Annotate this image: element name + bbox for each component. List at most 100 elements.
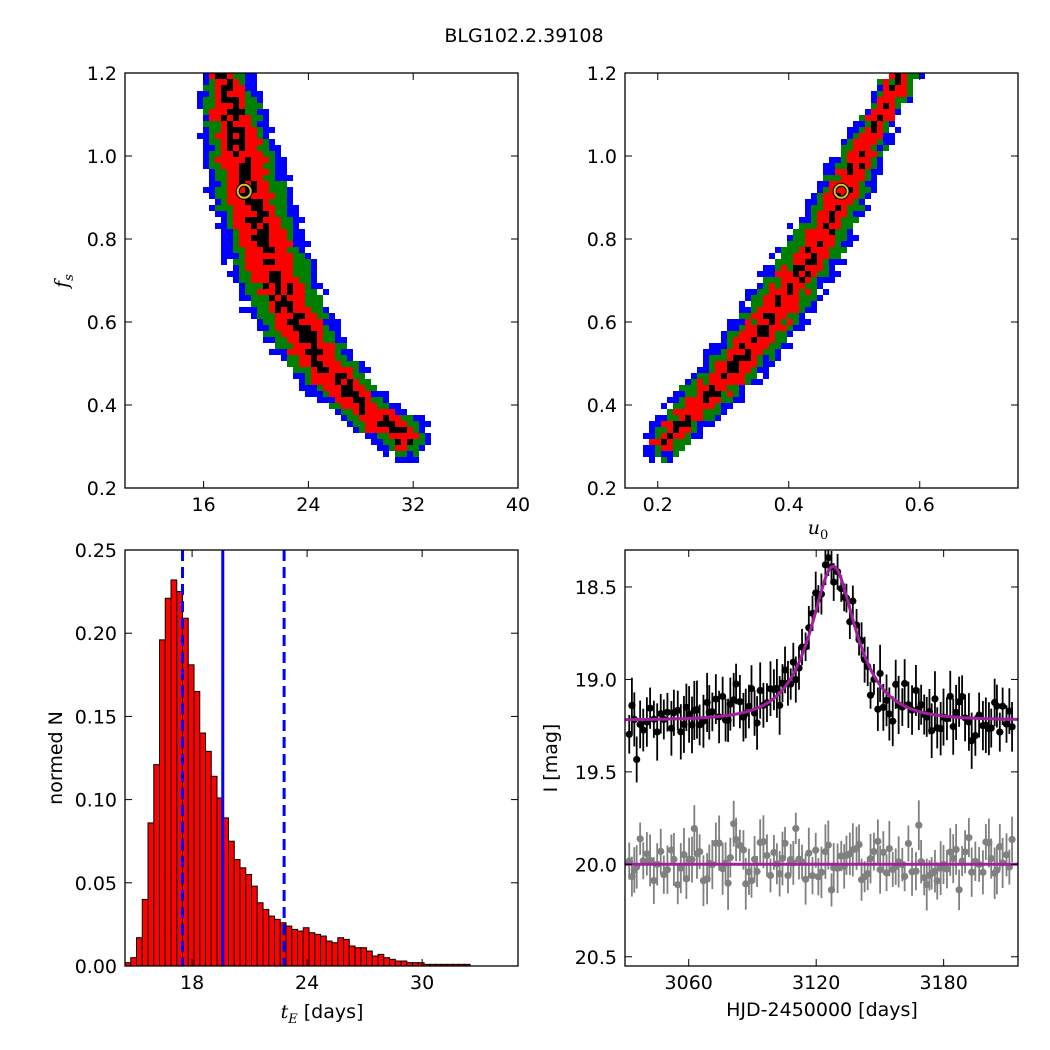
density-cell (353, 367, 359, 373)
density-cell (293, 355, 299, 361)
density-cell (251, 79, 257, 85)
density-cell (799, 235, 805, 241)
density-cell (871, 151, 877, 157)
density-cell (829, 253, 835, 259)
density-cell (847, 181, 853, 187)
density-cell (751, 355, 757, 361)
density-cell (305, 391, 311, 397)
density-cell (329, 367, 335, 373)
density-cell (215, 193, 221, 199)
density-cell (233, 145, 239, 151)
density-cell (257, 103, 263, 109)
density-cell (763, 313, 769, 319)
density-cell (769, 301, 775, 307)
density-cell (245, 295, 251, 301)
density-cell (727, 337, 733, 343)
density-cell (727, 343, 733, 349)
density-cell (835, 199, 841, 205)
density-cell (643, 433, 649, 439)
density-cell (709, 421, 715, 427)
density-cell (709, 391, 715, 397)
plot-frame (624, 549, 1019, 967)
density-cell (215, 157, 221, 163)
density-cell (227, 73, 233, 79)
density-cell (269, 127, 275, 133)
density-cell (287, 355, 293, 361)
density-cell (377, 391, 383, 397)
density-cell (251, 277, 257, 283)
density-cell (889, 121, 895, 127)
density-cell (787, 331, 793, 337)
density-cell (901, 97, 907, 103)
density-cell (251, 139, 257, 145)
y-tick-label: 1.0 (587, 146, 617, 168)
density-cell (763, 295, 769, 301)
density-cell (335, 349, 341, 355)
density-cell (709, 349, 715, 355)
density-cell (889, 139, 895, 145)
density-cell (691, 391, 697, 397)
density-cell (865, 163, 871, 169)
figure-title: BLG102.2.39108 (444, 25, 603, 47)
density-cell (395, 415, 401, 421)
density-cell (865, 205, 871, 211)
density-cell (263, 121, 269, 127)
density-cell (751, 301, 757, 307)
density-cell (793, 229, 799, 235)
density-cell (835, 247, 841, 253)
density-cell (685, 403, 691, 409)
density-cell (787, 289, 793, 295)
density-cell (215, 211, 221, 217)
density-cell (335, 361, 341, 367)
density-cell (353, 409, 359, 415)
density-cell (865, 151, 871, 157)
density-cell (281, 283, 287, 289)
density-cell (781, 343, 787, 349)
data-point (882, 696, 891, 704)
density-cell (203, 115, 209, 121)
density-cell (251, 253, 257, 259)
density-cell (733, 343, 739, 349)
density-cell (715, 391, 721, 397)
density-cell (317, 343, 323, 349)
density-cell (811, 199, 817, 205)
density-cell (221, 187, 227, 193)
density-cell (763, 349, 769, 355)
density-cell (203, 91, 209, 97)
density-cell (829, 199, 835, 205)
density-cell (281, 187, 287, 193)
density-cell (407, 457, 413, 463)
density-cell (823, 277, 829, 283)
density-cell (805, 247, 811, 253)
density-cell (721, 403, 727, 409)
density-cell (709, 415, 715, 421)
density-cell (221, 121, 227, 127)
density-cell (775, 301, 781, 307)
data-point (824, 554, 832, 562)
density-cell (811, 277, 817, 283)
density-cell (269, 139, 275, 145)
density-cell (269, 229, 275, 235)
density-cell (269, 337, 275, 343)
density-cell (221, 115, 227, 121)
density-cell (721, 337, 727, 343)
density-cell (745, 379, 751, 385)
density-cell (757, 367, 763, 373)
density-cell (263, 307, 269, 313)
density-cell (781, 271, 787, 277)
density-cell (829, 259, 835, 265)
density-cell (317, 373, 323, 379)
density-cell (655, 451, 661, 457)
density-cell (691, 427, 697, 433)
density-cell (269, 205, 275, 211)
density-cell (227, 115, 233, 121)
density-cell (245, 115, 251, 121)
density-cell (781, 253, 787, 259)
density-cell (347, 403, 353, 409)
density-cell (895, 109, 901, 115)
density-cell (853, 211, 859, 217)
density-cell (859, 157, 865, 163)
density-cell (305, 277, 311, 283)
density-cell (239, 91, 245, 97)
density-cell (269, 313, 275, 319)
